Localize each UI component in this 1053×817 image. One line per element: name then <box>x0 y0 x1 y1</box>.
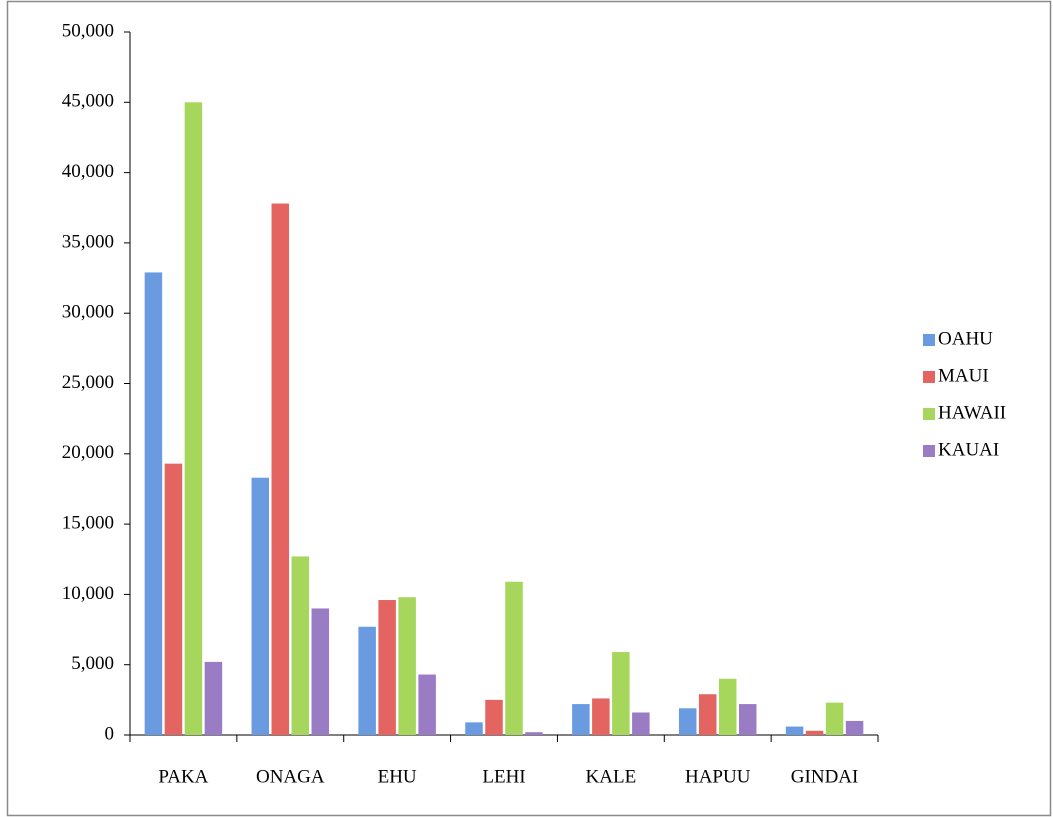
y-tick-label: 35,000 <box>62 231 114 252</box>
legend-swatch <box>923 334 935 346</box>
x-tick-label: ONAGA <box>256 766 325 787</box>
bar <box>845 720 864 735</box>
bar <box>525 732 543 735</box>
bar <box>311 608 330 735</box>
x-tick-label: GINDAI <box>791 766 859 787</box>
y-tick-label: 0 <box>105 723 115 744</box>
legend-label: HAWAII <box>938 402 1006 423</box>
bar <box>678 708 697 735</box>
legend-label: OAHU <box>938 328 993 349</box>
bar <box>612 652 630 735</box>
y-tick-label: 25,000 <box>62 372 114 393</box>
bar <box>144 272 163 735</box>
bar <box>718 678 737 735</box>
bar <box>418 674 436 735</box>
legend-label: MAUI <box>938 365 989 386</box>
legend-label: KAUAI <box>938 439 999 460</box>
y-tick-label: 30,000 <box>62 302 114 323</box>
y-tick-label: 45,000 <box>62 91 114 112</box>
x-tick-label: KALE <box>586 766 637 787</box>
y-tick-label: 40,000 <box>62 161 114 182</box>
bar <box>632 712 650 735</box>
y-tick-label: 15,000 <box>62 512 114 533</box>
bar <box>184 102 203 736</box>
bar <box>825 702 844 735</box>
bar <box>465 722 483 735</box>
bar <box>378 600 396 735</box>
bar <box>251 477 270 735</box>
bar <box>291 556 310 735</box>
bar <box>398 597 416 735</box>
bar <box>485 699 503 735</box>
bar <box>204 661 223 735</box>
x-tick-label: HAPUU <box>685 766 751 787</box>
bar <box>271 203 290 736</box>
x-tick-label: EHU <box>378 766 417 787</box>
bar <box>785 726 804 735</box>
bar <box>164 463 183 735</box>
bar <box>698 694 717 735</box>
bar <box>572 704 590 735</box>
x-tick-label: PAKA <box>158 766 208 787</box>
chart-border <box>6 0 1052 817</box>
bar <box>505 581 523 735</box>
y-tick-label: 50,000 <box>62 20 114 41</box>
bar <box>805 730 824 735</box>
y-tick-label: 5,000 <box>71 653 114 674</box>
y-tick-label: 10,000 <box>62 583 114 604</box>
bar <box>358 626 376 735</box>
bar <box>738 704 757 735</box>
bar <box>592 698 610 735</box>
legend-swatch <box>923 445 935 457</box>
y-tick-label: 20,000 <box>62 442 114 463</box>
legend-swatch <box>923 371 935 383</box>
legend-swatch <box>923 408 935 420</box>
x-tick-label: LEHI <box>482 766 525 787</box>
